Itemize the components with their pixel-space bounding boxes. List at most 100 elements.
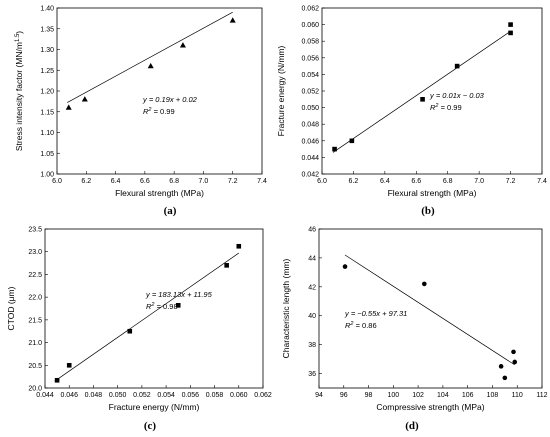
y-tick-label: 0.052	[301, 89, 319, 96]
data-point	[349, 138, 355, 144]
y-tick-label: 1.30	[40, 47, 54, 54]
y-tick-label: 36	[308, 371, 316, 378]
r-squared-value: = 0.86	[353, 321, 376, 330]
y-tick-label: 0.048	[301, 122, 319, 129]
x-tick-label: 7.2	[228, 178, 238, 185]
y-axis-label-text: CTOD (μm)	[6, 286, 16, 330]
data-point	[454, 63, 460, 69]
x-tick-label: 106	[462, 392, 474, 399]
y-axis-label-exponent: 1.5	[15, 33, 21, 42]
panel-label: (d)	[405, 420, 419, 432]
data-point	[512, 359, 518, 365]
y-tick-label: 0.056	[301, 55, 319, 62]
y-tick-label: 0.054	[301, 72, 319, 79]
y-tick-label: 23.0	[28, 249, 42, 256]
x-tick-label: 6.6	[411, 178, 421, 185]
y-tick-label: 0.046	[301, 138, 319, 145]
y-tick-label: 1.20	[40, 89, 54, 96]
regression-equation: y = −0.55x + 97.31	[344, 309, 407, 318]
x-tick-label: 7.4	[537, 178, 547, 185]
data-point	[332, 146, 337, 152]
r-squared-symbol: R	[146, 302, 152, 311]
y-tick-label: 1.10	[40, 130, 54, 137]
y-tick-label: 20.0	[28, 386, 42, 393]
x-tick-label: 94	[315, 392, 323, 399]
data-point	[498, 364, 504, 369]
data-point	[236, 243, 242, 249]
x-tick-label: 0.060	[230, 392, 248, 399]
x-tick-label: 6.2	[81, 178, 91, 185]
data-point	[127, 328, 133, 334]
y-axis-label-close: )	[14, 31, 24, 34]
y-tick-label: 0.060	[301, 22, 319, 29]
y-tick-label: 0.062	[301, 6, 319, 13]
x-tick-label: 0.056	[182, 392, 200, 399]
r-squared-symbol: R	[345, 321, 351, 330]
regression-equation: y = 183.13x + 11.95	[145, 290, 213, 299]
y-tick-label: 21.0	[28, 340, 42, 347]
x-tick-label: 0.044	[36, 392, 54, 399]
y-axis-label-text: Stress intensity factor (MN/m	[14, 42, 24, 151]
x-tick-label: 0.058	[206, 392, 224, 399]
r-squared-exponent: 2	[434, 103, 438, 109]
x-tick-label: 7.2	[506, 178, 516, 185]
y-tick-label: 46	[308, 227, 316, 234]
x-tick-label: 112	[536, 392, 547, 399]
r-squared: R2 = 0.99	[430, 103, 462, 112]
data-point	[179, 42, 186, 48]
data-point	[81, 96, 88, 102]
trend-line	[67, 11, 233, 103]
y-tick-label: 1.05	[40, 151, 54, 158]
y-tick-label: 42	[308, 284, 316, 291]
y-tick-label: 1.35	[40, 26, 54, 33]
data-point	[508, 30, 513, 36]
data-point	[54, 377, 60, 383]
y-tick-label: 1.40	[40, 6, 54, 13]
plot-frame	[318, 228, 543, 389]
x-tick-label: 6.4	[380, 178, 390, 185]
data-point	[502, 375, 508, 381]
r-squared-value: = 0.98	[154, 302, 177, 311]
x-axis-label: Flexural strength (MPa)	[388, 188, 477, 198]
data-point	[508, 22, 513, 27]
x-tick-label: 0.052	[133, 392, 151, 399]
y-axis-label: Characteristic length (mm)	[281, 259, 291, 359]
trend-line	[344, 254, 515, 366]
y-tick-label: 1.25	[40, 68, 54, 75]
panel-label: (b)	[421, 205, 435, 217]
x-tick-label: 0.050	[109, 392, 127, 399]
x-tick-label: 0.046	[60, 392, 78, 399]
x-tick-label: 6.8	[443, 178, 453, 185]
data-point	[511, 349, 516, 355]
r-squared: R2 = 0.98	[146, 302, 178, 311]
r-squared-exponent: 2	[349, 321, 353, 327]
r-squared-symbol: R	[143, 107, 149, 116]
y-tick-label: 21.5	[28, 317, 42, 324]
r-squared-value: = 0.99	[438, 103, 461, 112]
y-tick-label: 0.044	[301, 155, 319, 162]
x-tick-label: 108	[487, 392, 499, 399]
data-point	[422, 281, 427, 287]
chart-panel-3: 0.044 0.046 0.048 0.050 0.052 0.054 0.056 0.058…	[6, 227, 272, 433]
x-tick-label: 7.0	[474, 178, 484, 185]
y-axis-label: CTOD (μm)	[6, 286, 16, 330]
data-point	[175, 303, 181, 308]
regression-equation: y = 0.01x − 0.03	[429, 91, 485, 100]
y-tick-label: 1.15	[40, 109, 54, 116]
x-tick-label: 0.062	[254, 392, 272, 399]
y-tick-label: 0.058	[301, 39, 319, 46]
x-tick-label: 6.2	[349, 178, 359, 185]
x-tick-label: 0.048	[85, 392, 103, 399]
y-tick-label: 1.00	[40, 172, 54, 179]
panel-label: (a)	[164, 205, 177, 217]
data-point	[147, 62, 154, 69]
r-squared: R2 = 0.86	[345, 321, 377, 330]
y-axis-label-text: Fracture energy (N/mm)	[276, 45, 286, 136]
data-point	[420, 97, 425, 102]
y-tick-label: 22.5	[28, 272, 42, 279]
x-tick-label: 102	[412, 392, 424, 399]
x-axis-label: Flexural strength (MPa)	[115, 188, 204, 198]
r-squared-exponent: 2	[147, 107, 151, 113]
x-tick-label: 98	[365, 392, 373, 399]
